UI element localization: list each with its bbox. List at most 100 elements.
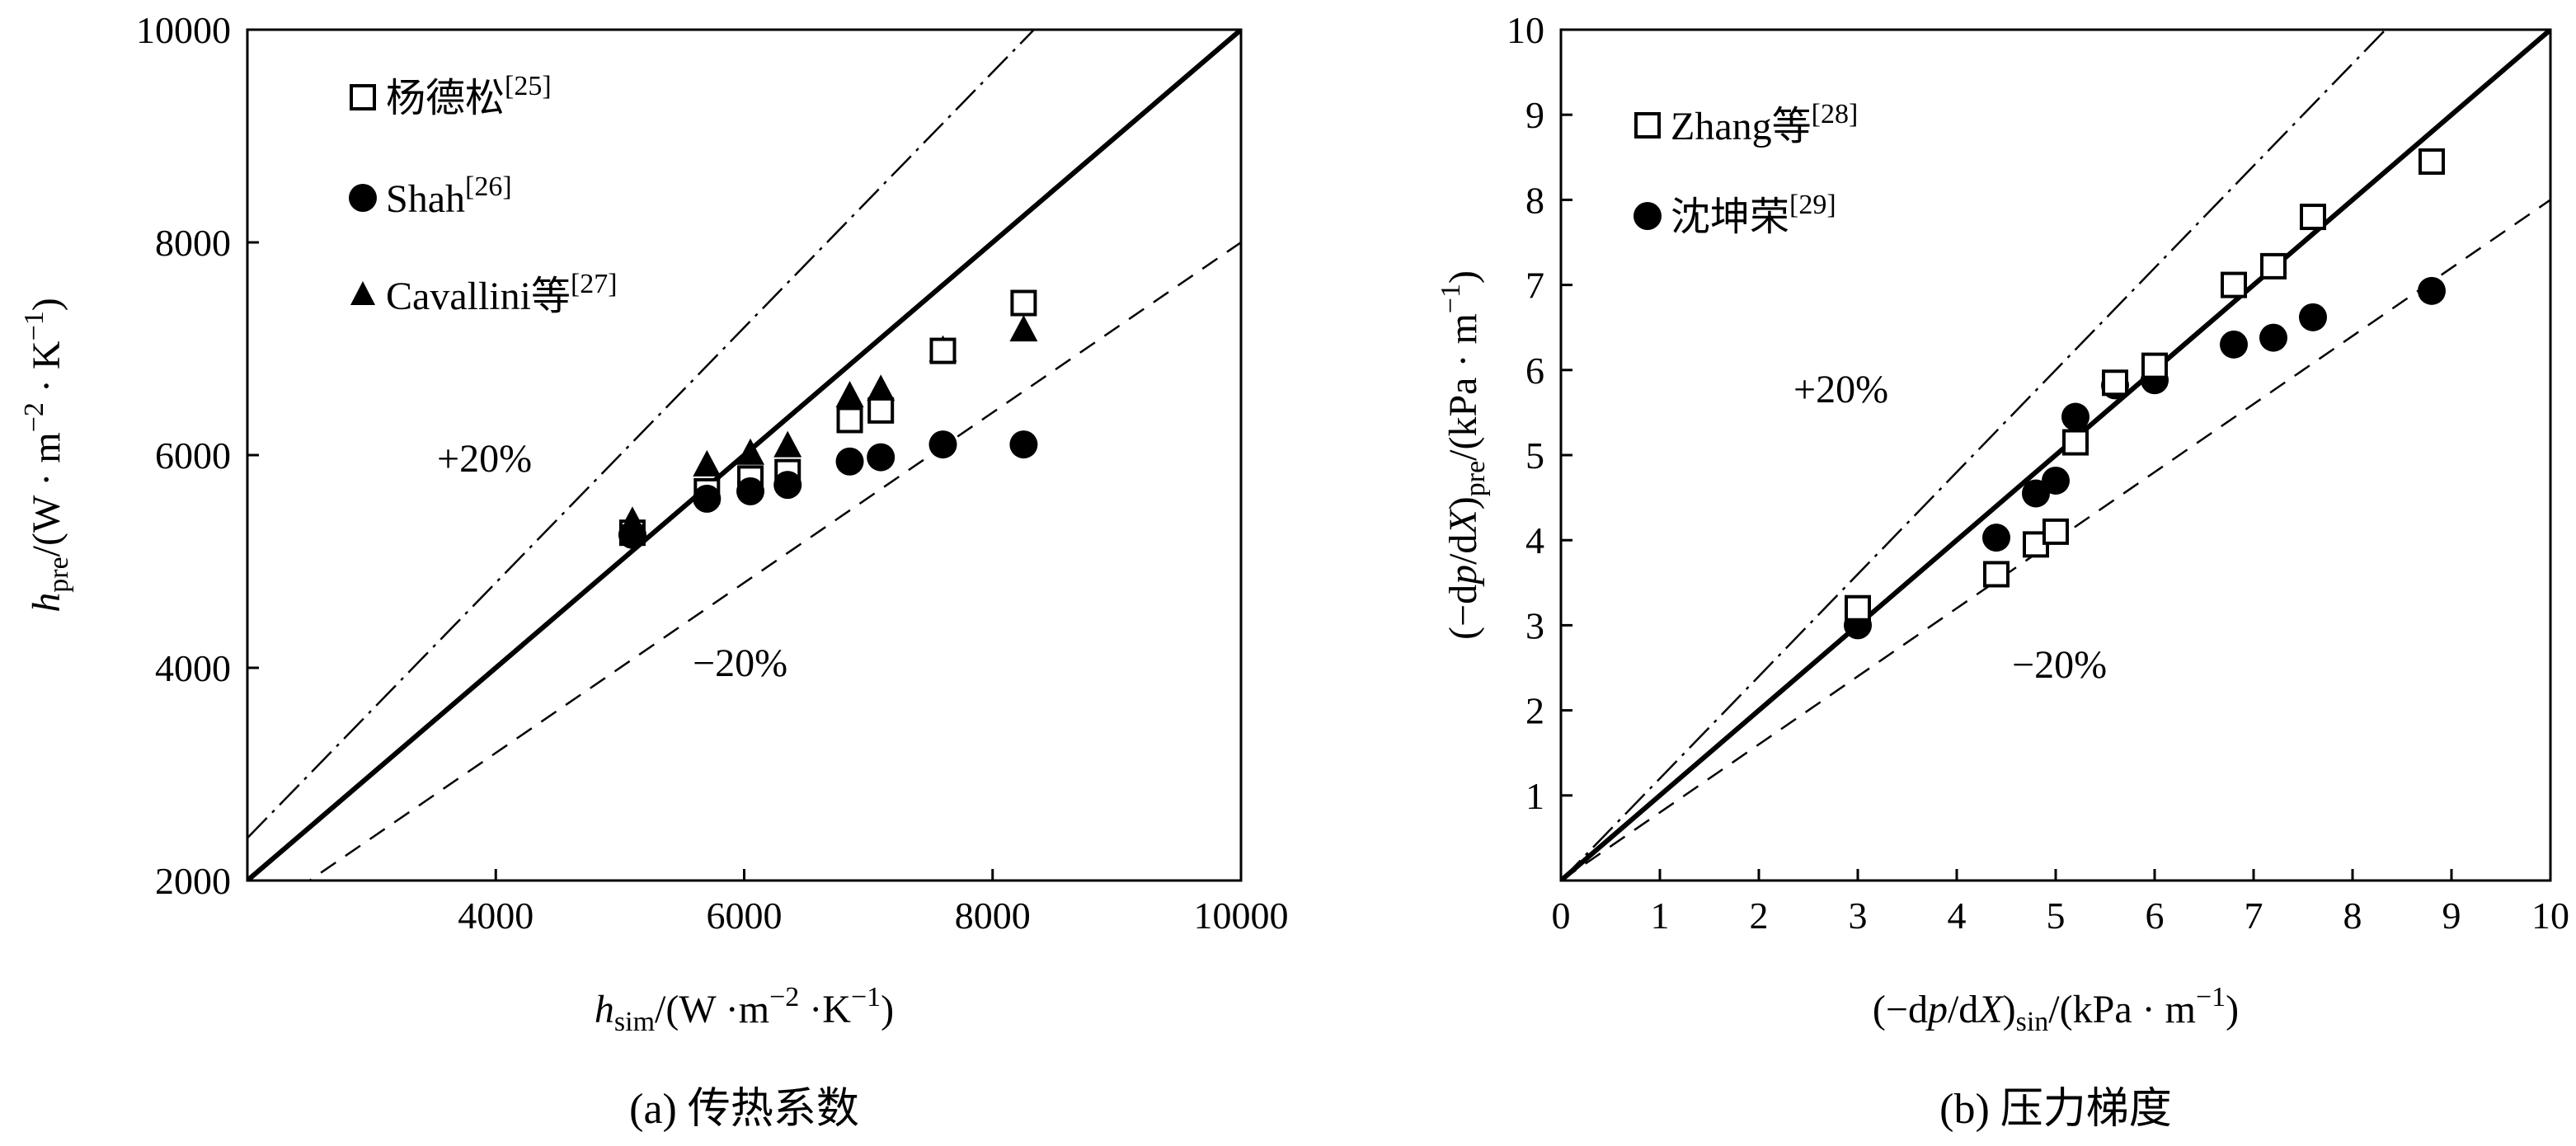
- data-point-square: [2300, 204, 2326, 231]
- ideal-line: [1561, 30, 2550, 881]
- x-axis-p: p: [1925, 988, 1948, 1031]
- y-axis-label: (−dp/dX)pre/(kPa · m−1): [1436, 270, 1491, 640]
- legend-label: Cavallini等[27]: [386, 269, 618, 318]
- data-points: [1844, 148, 2446, 640]
- plus-20-label: +20%: [437, 437, 532, 481]
- x-axis-symbol: h: [595, 988, 614, 1031]
- data-point-circle: [736, 477, 765, 505]
- x-axis-mid: /d: [1948, 988, 1978, 1031]
- data-point-circle: [2259, 323, 2287, 352]
- data-point-square: [2062, 429, 2089, 456]
- y-axis-close: ): [25, 298, 68, 311]
- data-point-triangle: [867, 374, 895, 402]
- y-axis-p: p: [1441, 565, 1485, 587]
- legend-label: Zhang等[28]: [1671, 99, 1858, 148]
- x-tick-label: 2: [1750, 895, 1769, 937]
- x-tick-label: 7: [2245, 895, 2263, 937]
- legend-reference: [25]: [505, 71, 552, 101]
- x-axis-subscript: sim: [614, 1007, 655, 1037]
- plus-20-line: [1561, 30, 2387, 881]
- x-axis-unit: /(kPa · m: [2048, 988, 2196, 1031]
- data-point-circle: [2418, 276, 2446, 305]
- legend-square: [350, 84, 376, 110]
- legend-square: [1634, 112, 1661, 139]
- y-axis-label: hpre/(W · m−2 · K−1): [19, 298, 74, 613]
- y-axis-subscript: pre: [44, 557, 74, 592]
- y-axis-exp: −1: [1436, 284, 1466, 313]
- data-point-circle: [773, 471, 802, 500]
- x-tick-label: 9: [2442, 895, 2461, 937]
- y-tick-label: 6000: [155, 434, 231, 477]
- y-tick-label: 9: [1525, 94, 1544, 136]
- y-tick-label: 8: [1525, 179, 1544, 221]
- y-axis-exp1: −2: [19, 402, 49, 432]
- data-point-circle: [693, 484, 722, 513]
- legend-label: 杨德松[25]: [386, 71, 552, 120]
- data-point-square: [2102, 369, 2128, 397]
- y-tick-label: 8000: [155, 222, 231, 264]
- legend-series-name: Shah: [386, 177, 465, 221]
- data-point-square: [1845, 594, 1871, 622]
- x-tick-label: 4: [1948, 895, 1967, 937]
- x-axis-subscript: sin: [2016, 1007, 2049, 1037]
- plus-20-label: +20%: [1793, 368, 1888, 411]
- data-point-square: [1010, 289, 1037, 317]
- legend-symbol-filled-circle: [1634, 202, 1662, 230]
- y-axis-pre: (−d: [1441, 585, 1485, 640]
- data-point-square: [2260, 252, 2287, 279]
- x-tick-label: 8000: [955, 895, 1031, 937]
- x-axis-unit2: ·K: [799, 988, 851, 1031]
- minus-20-label: −20%: [2012, 643, 2107, 687]
- x-tick-label: 1: [1651, 895, 1670, 937]
- y-axis-exp2: −1: [19, 311, 49, 341]
- y-tick-label: 7: [1525, 265, 1544, 307]
- y-axis-symbol: h: [25, 593, 68, 613]
- data-point-triangle: [835, 381, 864, 408]
- y-tick-label: 10: [1507, 9, 1544, 51]
- data-point-circle: [928, 430, 957, 459]
- x-tick-label: 10: [2531, 895, 2569, 937]
- legend-reference: [28]: [1812, 99, 1859, 129]
- x-tick-label: 8: [2343, 895, 2362, 937]
- x-tick-label: 4000: [458, 895, 534, 937]
- x-axis-close: ): [881, 988, 894, 1031]
- y-tick-label: 3: [1525, 604, 1544, 646]
- y-tick-label: 2: [1525, 690, 1544, 732]
- legend-label: Shah[26]: [386, 171, 512, 221]
- x-tick-label: 3: [1849, 895, 1868, 937]
- x-tick-label: 6: [2146, 895, 2165, 937]
- y-axis-subscript: pre: [1460, 461, 1491, 496]
- panel-heat-transfer: 4000 6000 8000 10000 2000 4000 6000 8000 10000 +2…: [19, 9, 1289, 1133]
- y-tick-label: 4: [1525, 519, 1544, 561]
- data-points: [618, 289, 1038, 549]
- panel-caption: (a) 传热系数: [629, 1086, 859, 1133]
- y-axis-end: ): [1441, 270, 1485, 284]
- data-point-circle: [835, 447, 864, 476]
- y-axis-unit: /(kPa · m: [1441, 313, 1485, 461]
- legend-symbol-open-square: [1634, 112, 1661, 139]
- legend-symbol-open-square: [350, 84, 376, 110]
- minus-20-line: [1561, 198, 2550, 881]
- data-point-circle: [2061, 402, 2089, 431]
- x-axis-x: X: [1977, 988, 2004, 1031]
- legend-series-name: Cavallini等: [386, 275, 571, 318]
- panel-pressure-gradient: 0 1 2 3 4 5 6 7 8 9 10 1 2 3 4 5 6 7 8 9 10 +20% −20% Zhang等[28…: [1436, 9, 2569, 1133]
- data-point-square: [2221, 271, 2247, 298]
- plus-20-line: [247, 30, 1036, 839]
- y-tick-label: 2000: [155, 860, 231, 902]
- y-tick-label: 1: [1525, 775, 1544, 817]
- x-axis-unit: /(W ·m: [655, 988, 769, 1031]
- data-point-triangle: [693, 449, 722, 477]
- x-axis-pre: (−d: [1873, 988, 1928, 1031]
- legend-reference: [26]: [465, 171, 512, 202]
- y-axis-unit: /(W · m: [25, 432, 68, 557]
- legend-series-name: 杨德松: [386, 77, 505, 120]
- legend-reference: [27]: [571, 269, 618, 299]
- x-axis-label: hsim/(W ·m−2 ·K−1): [595, 982, 894, 1037]
- x-axis-label: (−dp/dX)sin/(kPa · m−1): [1873, 982, 2239, 1037]
- y-tick-label: 6: [1525, 350, 1544, 392]
- x-tick-label: 5: [2047, 895, 2066, 937]
- legend-symbol-filled-circle: [349, 184, 377, 212]
